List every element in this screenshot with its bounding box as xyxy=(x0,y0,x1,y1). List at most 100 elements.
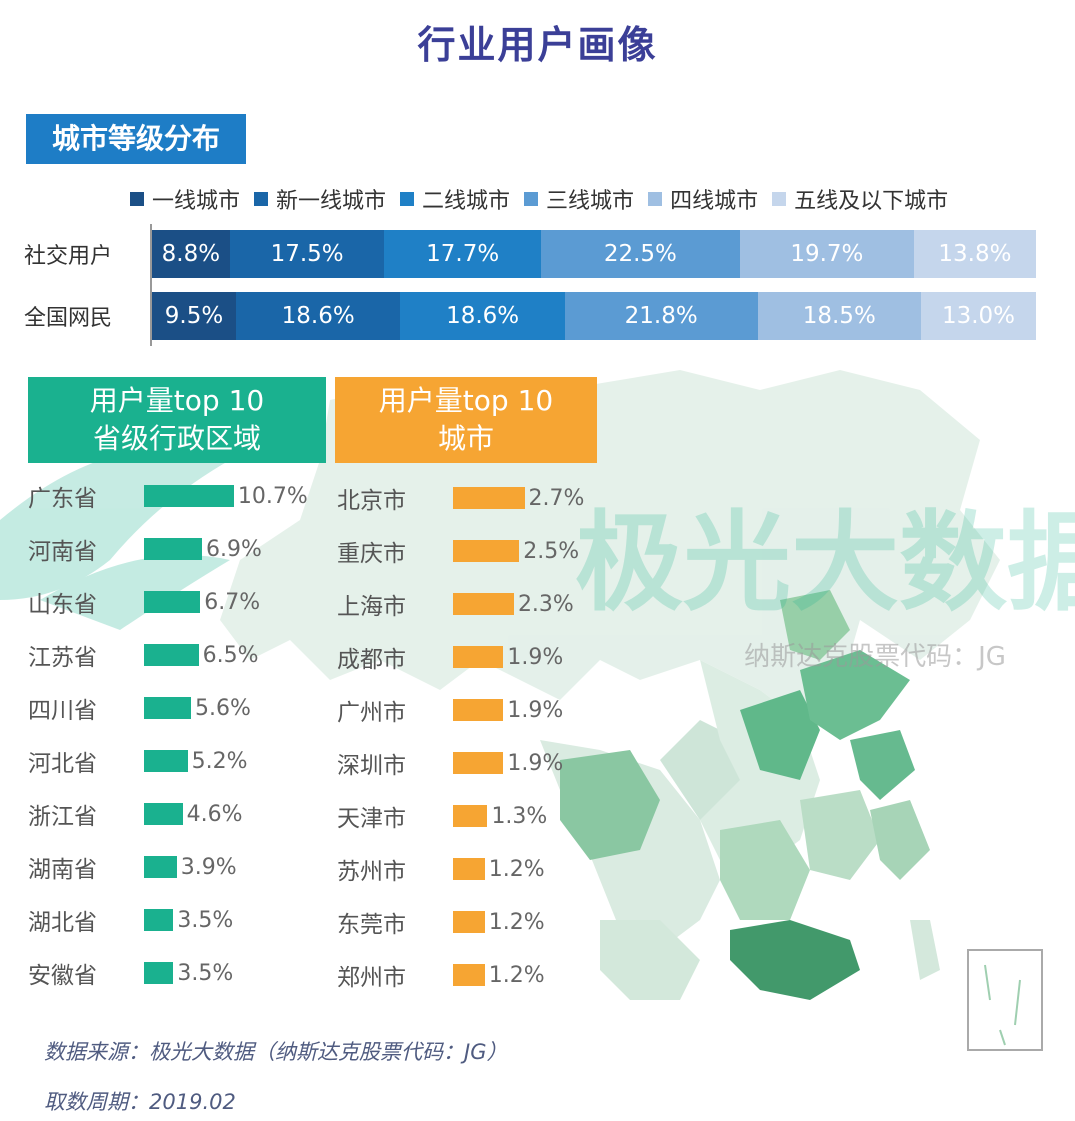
bar-category-label: 江苏省 xyxy=(28,645,97,671)
bar-mark xyxy=(453,805,488,827)
city-panel-title-1: 用户量top 10 xyxy=(378,384,554,417)
bar-value-label: 1.9% xyxy=(507,697,564,723)
legend-item: 四线城市 xyxy=(648,183,758,215)
bar-category-label: 重庆市 xyxy=(337,541,406,567)
bar-mark xyxy=(453,699,504,721)
section-title: 城市等级分布 xyxy=(26,114,246,164)
legend-item: 五线及以下城市 xyxy=(772,183,948,215)
bar-value-label: 6.7% xyxy=(204,589,261,615)
axis-line xyxy=(150,224,152,346)
bar-mark xyxy=(144,591,201,613)
province-bar-chart: 广东省 10.7% 河南省 6.9% 山东省 6.7% 江苏省 6.5% 四川省 5.6% 河北省 5… xyxy=(28,481,328,1011)
bar-category-label: 天津市 xyxy=(337,806,406,832)
bar-row: 苏州市 1.2% xyxy=(337,854,607,886)
bar-row: 重庆市 2.5% xyxy=(337,536,607,568)
legend-label: 三线城市 xyxy=(546,189,635,214)
bar-category-label: 湖北省 xyxy=(28,910,97,936)
bar-row: 上海市 2.3% xyxy=(337,589,607,621)
city-panel-title-2: 城市 xyxy=(437,422,494,455)
legend-label: 一线城市 xyxy=(152,189,241,214)
bar-mark xyxy=(453,911,485,933)
bar-category-label: 河南省 xyxy=(28,539,97,565)
bar-category-label: 上海市 xyxy=(337,594,406,620)
watermark-brand: 极光大数据 xyxy=(575,501,1075,626)
stacked-segment: 13.0% xyxy=(921,292,1036,340)
stacked-segment: 18.6% xyxy=(400,292,565,340)
bar-mark xyxy=(144,803,183,825)
watermark-code: 纳斯达克股票代码：JG xyxy=(744,642,1006,672)
bar-category-label: 成都市 xyxy=(337,647,406,673)
bar-category-label: 湖南省 xyxy=(28,857,97,883)
legend-item: 一线城市 xyxy=(130,183,240,215)
stacked-segment: 9.5% xyxy=(152,292,236,340)
legend: 一线城市 新一线城市 二线城市 三线城市 四线城市 五线及以下城市 xyxy=(130,184,962,214)
bar-value-label: 6.5% xyxy=(202,642,259,668)
bar-row: 四川省 5.6% xyxy=(28,693,328,725)
bar-category-label: 苏州市 xyxy=(337,859,406,885)
legend-label: 五线及以下城市 xyxy=(794,189,949,214)
legend-swatch xyxy=(524,192,539,206)
row-label-social: 社交用户 xyxy=(24,244,113,269)
legend-swatch xyxy=(130,192,144,206)
bar-value-label: 2.5% xyxy=(523,538,580,564)
stacked-bar-social: 8.8% 17.5% 17.7% 22.5% 19.7% 13.8% xyxy=(152,230,1036,278)
bar-row: 河北省 5.2% xyxy=(28,746,328,778)
city-bar-chart: 北京市 2.7% 重庆市 2.5% 上海市 2.3% 成都市 1.9% 广州市 1.9% 深圳市 1.… xyxy=(337,483,607,1013)
bar-row: 深圳市 1.9% xyxy=(337,748,607,780)
stacked-segment: 13.8% xyxy=(913,230,1036,278)
bar-row: 山东省 6.7% xyxy=(28,587,328,619)
stacked-segment: 21.8% xyxy=(564,292,758,340)
bar-row: 浙江省 4.6% xyxy=(28,799,328,831)
bar-category-label: 广东省 xyxy=(28,486,97,512)
bar-value-label: 3.9% xyxy=(180,854,237,880)
data-source: 数据来源：极光大数据（纳斯达克股票代码：JG） xyxy=(44,1040,508,1064)
bar-mark xyxy=(453,964,485,986)
bar-mark xyxy=(144,485,234,507)
legend-item: 二线城市 xyxy=(400,183,510,215)
bar-category-label: 深圳市 xyxy=(337,753,406,779)
bar-mark xyxy=(453,646,504,668)
bar-row: 江苏省 6.5% xyxy=(28,640,328,672)
stacked-bar-netizens: 9.5% 18.6% 18.6% 21.8% 18.5% 13.0% xyxy=(152,292,1036,340)
stacked-segment: 19.7% xyxy=(739,230,914,278)
legend-swatch xyxy=(400,192,415,206)
bar-row: 安徽省 3.5% xyxy=(28,958,328,990)
bar-mark xyxy=(144,962,174,984)
bar-mark xyxy=(453,858,485,880)
bar-category-label: 四川省 xyxy=(28,698,97,724)
bar-mark xyxy=(144,697,192,719)
bar-mark xyxy=(144,644,199,666)
data-period: 取数周期：2019.02 xyxy=(44,1090,236,1114)
stacked-segment: 17.7% xyxy=(384,230,541,278)
bar-value-label: 1.2% xyxy=(488,909,545,935)
bar-mark xyxy=(453,540,520,562)
bar-category-label: 郑州市 xyxy=(337,965,406,991)
bar-category-label: 广州市 xyxy=(337,700,406,726)
stacked-segment: 8.8% xyxy=(152,230,230,278)
bar-row: 湖南省 3.9% xyxy=(28,852,328,884)
legend-swatch xyxy=(648,192,663,206)
bar-value-label: 5.2% xyxy=(191,748,248,774)
bar-row: 湖北省 3.5% xyxy=(28,905,328,937)
bar-value-label: 5.6% xyxy=(195,695,251,721)
bar-mark xyxy=(453,752,504,774)
bar-category-label: 山东省 xyxy=(28,592,97,618)
stacked-segment: 18.5% xyxy=(757,292,922,340)
bar-value-label: 3.5% xyxy=(177,960,234,986)
bar-row: 广州市 1.9% xyxy=(337,695,607,727)
bar-row: 郑州市 1.2% xyxy=(337,960,607,992)
page-title: 行业用户画像 xyxy=(417,23,658,67)
bar-row: 河南省 6.9% xyxy=(28,534,328,566)
bar-category-label: 浙江省 xyxy=(28,804,97,830)
legend-swatch xyxy=(254,192,269,206)
legend-label: 新一线城市 xyxy=(276,189,387,214)
stacked-segment: 17.5% xyxy=(229,230,385,278)
row-label-netizens: 全国网民 xyxy=(24,306,113,331)
legend-item: 新一线城市 xyxy=(254,183,386,215)
bar-row: 北京市 2.7% xyxy=(337,483,607,515)
bar-row: 天津市 1.3% xyxy=(337,801,607,833)
bar-mark xyxy=(144,909,174,931)
bar-value-label: 6.9% xyxy=(205,536,262,562)
south-china-sea-inset xyxy=(967,949,1043,1051)
legend-item: 三线城市 xyxy=(524,183,634,215)
